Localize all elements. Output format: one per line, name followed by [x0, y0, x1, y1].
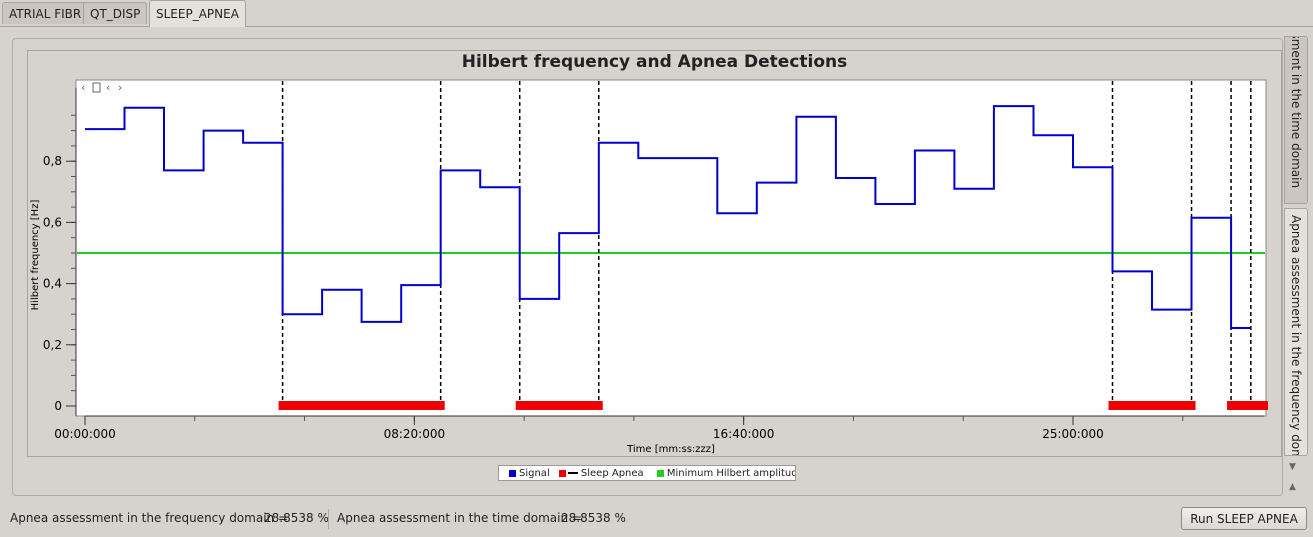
- x-tick-label: 00:00:000: [54, 427, 116, 441]
- x-axis: 00:00:000 08:20:000 16:40:000 25:00:000: [54, 415, 1264, 441]
- x-tick-label: 25:00:000: [1042, 427, 1104, 441]
- tab-qt-disp[interactable]: QT_DISP: [83, 2, 148, 24]
- chart-title: Hilbert frequency and Apnea Detections: [461, 52, 848, 72]
- time-assessment-label: Apnea assessment in the time domain =: [337, 511, 582, 525]
- detection-legend-dash: [567, 472, 578, 474]
- side-tab-time-domain-label: Apnea assessment in the time domain: [1289, 36, 1303, 189]
- side-tab-frequency-domain-label: Apnea assessment in the frequency domain: [1289, 215, 1303, 456]
- time-assessment-value: 28.8538 %: [561, 511, 626, 525]
- tab-sleep-apnea[interactable]: SLEEP_APNEA: [149, 0, 246, 27]
- apnea-legend-swatch: [558, 469, 566, 477]
- apnea-bar: [1108, 401, 1196, 410]
- pan-right-icon: ›: [118, 81, 122, 94]
- y-tick-label: 0,4: [43, 277, 62, 291]
- signal-legend-swatch: [509, 469, 516, 477]
- side-tab-frequency-domain[interactable]: Apnea assessment in the frequency domain: [1284, 208, 1308, 456]
- freq-assessment-value: 28.8538 %: [264, 511, 329, 525]
- signal-line: [85, 105, 1251, 329]
- side-tab-time-domain[interactable]: Apnea assessment in the time domain: [1284, 36, 1308, 204]
- scroll-up-icon[interactable]: ▲: [1289, 482, 1296, 492]
- threshold-legend-swatch: [656, 469, 664, 477]
- chart-marks: [77, 81, 1268, 410]
- pan-left-icon: ‹: [106, 81, 110, 94]
- y-tick-label: 0,8: [43, 154, 62, 168]
- apnea-bar: [278, 401, 445, 410]
- legend-signal: Signal: [519, 468, 550, 479]
- freq-assessment-label: Apnea assessment in the frequency domain…: [10, 511, 288, 525]
- status-separator: [328, 509, 329, 529]
- y-tick-label: 0,6: [43, 215, 62, 229]
- zoom-back-icon: ‹: [81, 81, 85, 94]
- plot-area: [75, 79, 1267, 417]
- run-sleep-apnea-button[interactable]: Run SLEEP APNEA: [1181, 507, 1307, 530]
- zoom-reset-icon: [92, 82, 101, 93]
- apnea-bar: [515, 401, 603, 410]
- x-axis-label: Time [mm:ss:zzz]: [626, 444, 715, 455]
- y-axis-label: Hilbert frequency [Hz]: [30, 200, 41, 311]
- tab-bar: ATRIAL FIBR QT_DISP SLEEP_APNEA: [0, 0, 1313, 27]
- y-tick-label: 0: [54, 399, 62, 413]
- x-tick-label: 08:20:000: [384, 427, 446, 441]
- apnea-bar: [1227, 401, 1268, 410]
- legend-sleep-apnea: Sleep Apnea: [580, 468, 644, 479]
- legend-min-hilbert: Minimum Hilbert amplitude: [666, 468, 796, 479]
- tab-atrial-fibr[interactable]: ATRIAL FIBR: [2, 2, 89, 24]
- y-axis: 0 0,2 0,4 0,6 0,8: [43, 88, 77, 416]
- y-tick-label: 0,2: [43, 338, 62, 352]
- x-tick-label: 16:40:000: [713, 427, 775, 441]
- chart-legend: Signal Sleep Apnea Minimum Hilbert ampli…: [498, 465, 796, 481]
- scroll-down-icon[interactable]: ▼: [1289, 462, 1296, 472]
- zoom-controls[interactable]: ‹ ‹ ›: [81, 81, 122, 94]
